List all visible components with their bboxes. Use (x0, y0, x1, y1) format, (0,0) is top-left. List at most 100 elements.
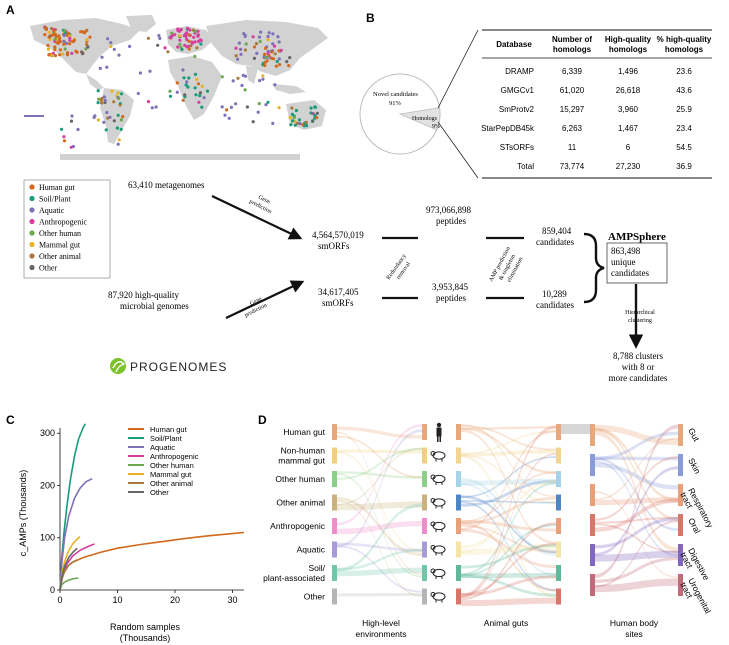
sample-dot (146, 36, 150, 40)
sample-dot (266, 34, 270, 39)
body-bar-right (678, 514, 683, 536)
table-cell: 73,774 (560, 162, 585, 171)
animal-bar-right (556, 424, 561, 440)
sample-dot (154, 105, 158, 109)
table-header-cell: % high-quality (657, 35, 712, 44)
env-bar-right (422, 541, 427, 558)
body-bar-right (678, 484, 683, 506)
body-site-label-line: Skin (686, 456, 703, 476)
animal-bar-right (556, 588, 561, 605)
body-site-label-line: Gut (686, 426, 702, 443)
flow-band (595, 460, 678, 557)
sample-dot (76, 127, 80, 132)
table-cell: DRAMP (505, 67, 534, 76)
sample-dot (72, 38, 76, 42)
sample-dot (254, 42, 259, 46)
sample-dot (62, 42, 66, 47)
flow-band (595, 456, 678, 521)
sample-dot (289, 123, 293, 127)
sample-dot (57, 38, 62, 43)
flow-band (461, 544, 556, 556)
sample-dot (184, 83, 188, 87)
flow-band (595, 430, 678, 552)
pie-homologs-label: Homologs (412, 116, 438, 122)
sample-dot (202, 96, 206, 100)
sample-dot (261, 77, 265, 81)
legend-box (23, 179, 111, 279)
rodent-icon (430, 474, 446, 485)
legend-entry: Other human (150, 461, 194, 470)
clusters-line-2: with 8 or (622, 362, 655, 372)
sample-dot (148, 69, 152, 73)
sample-dot (44, 26, 49, 30)
sample-dot (74, 49, 78, 53)
flow-band (461, 454, 556, 504)
legend-label: Mammal gut (39, 241, 81, 250)
body-bar-left (590, 514, 595, 536)
pie-novel-label: Novel candidates (373, 91, 418, 98)
panel-label-d: D (258, 413, 267, 427)
world-map (18, 14, 334, 162)
sample-dot (170, 31, 174, 35)
legend-label: Other human (39, 229, 81, 238)
legend-marker (29, 241, 35, 248)
environment-label: Aquatic (297, 545, 326, 555)
sample-dot (271, 42, 275, 46)
sample-dot (63, 29, 67, 33)
cat-icon (430, 545, 446, 556)
sample-dot (243, 34, 247, 39)
sample-dot (236, 57, 240, 61)
sample-dot (98, 66, 102, 70)
sample-dot (278, 63, 282, 67)
sample-dot (49, 53, 53, 57)
sample-dot (51, 33, 56, 37)
sample-dot (128, 44, 132, 49)
axis-group-label: environments (355, 629, 406, 639)
progenomes-logo: PROGENOMES (110, 358, 226, 374)
sample-dot (175, 81, 179, 85)
sample-dot (251, 120, 255, 124)
sample-dot (84, 47, 88, 51)
sample-dot (305, 124, 309, 128)
legend-entry: Soil/Plant (150, 434, 183, 443)
pie-chart: Novel candidates 91% Homologs 9% (359, 29, 479, 179)
sample-dot (277, 57, 281, 61)
sample-dot (195, 46, 199, 50)
flow-band (561, 424, 590, 434)
x-tick-label: 20 (170, 595, 180, 605)
panel-label-c: C (6, 413, 15, 427)
sample-dot (119, 127, 123, 131)
flow-band (337, 503, 422, 572)
gene-prediction-label-1: Gene prediction (248, 192, 276, 216)
body-bar-right (678, 454, 683, 476)
sample-dot (234, 46, 238, 50)
environment-label: Other animal (276, 498, 325, 508)
environment-label: Human gut (283, 427, 325, 437)
sample-dot (266, 38, 270, 42)
sample-dot (103, 98, 107, 103)
sample-dot (105, 110, 109, 115)
sample-dot (259, 30, 263, 34)
sample-dot (266, 100, 270, 104)
peptides-gen-count: 3,953,845 (432, 282, 469, 292)
sample-dot (88, 35, 92, 39)
legend-entry: Anthropogenic (150, 452, 199, 461)
chicken-icon (430, 592, 446, 603)
sample-dot (58, 48, 63, 52)
flow-band (595, 520, 678, 588)
sample-dot (178, 38, 182, 42)
sample-dot (315, 116, 319, 120)
sample-dot (287, 64, 291, 68)
flow-band (461, 425, 556, 598)
flow-band (461, 449, 556, 457)
flow-band (337, 449, 422, 454)
sample-dot (258, 39, 262, 44)
smorfs-meta-count: 4,564,570,019 (312, 230, 364, 240)
legend-label: Other animal (39, 252, 82, 261)
sample-dot (290, 106, 294, 110)
sample-dot (199, 38, 203, 43)
table-cell: 6,263 (562, 124, 583, 133)
clusters-line-1: 8,788 clusters (613, 351, 663, 361)
flow-band (461, 482, 556, 576)
